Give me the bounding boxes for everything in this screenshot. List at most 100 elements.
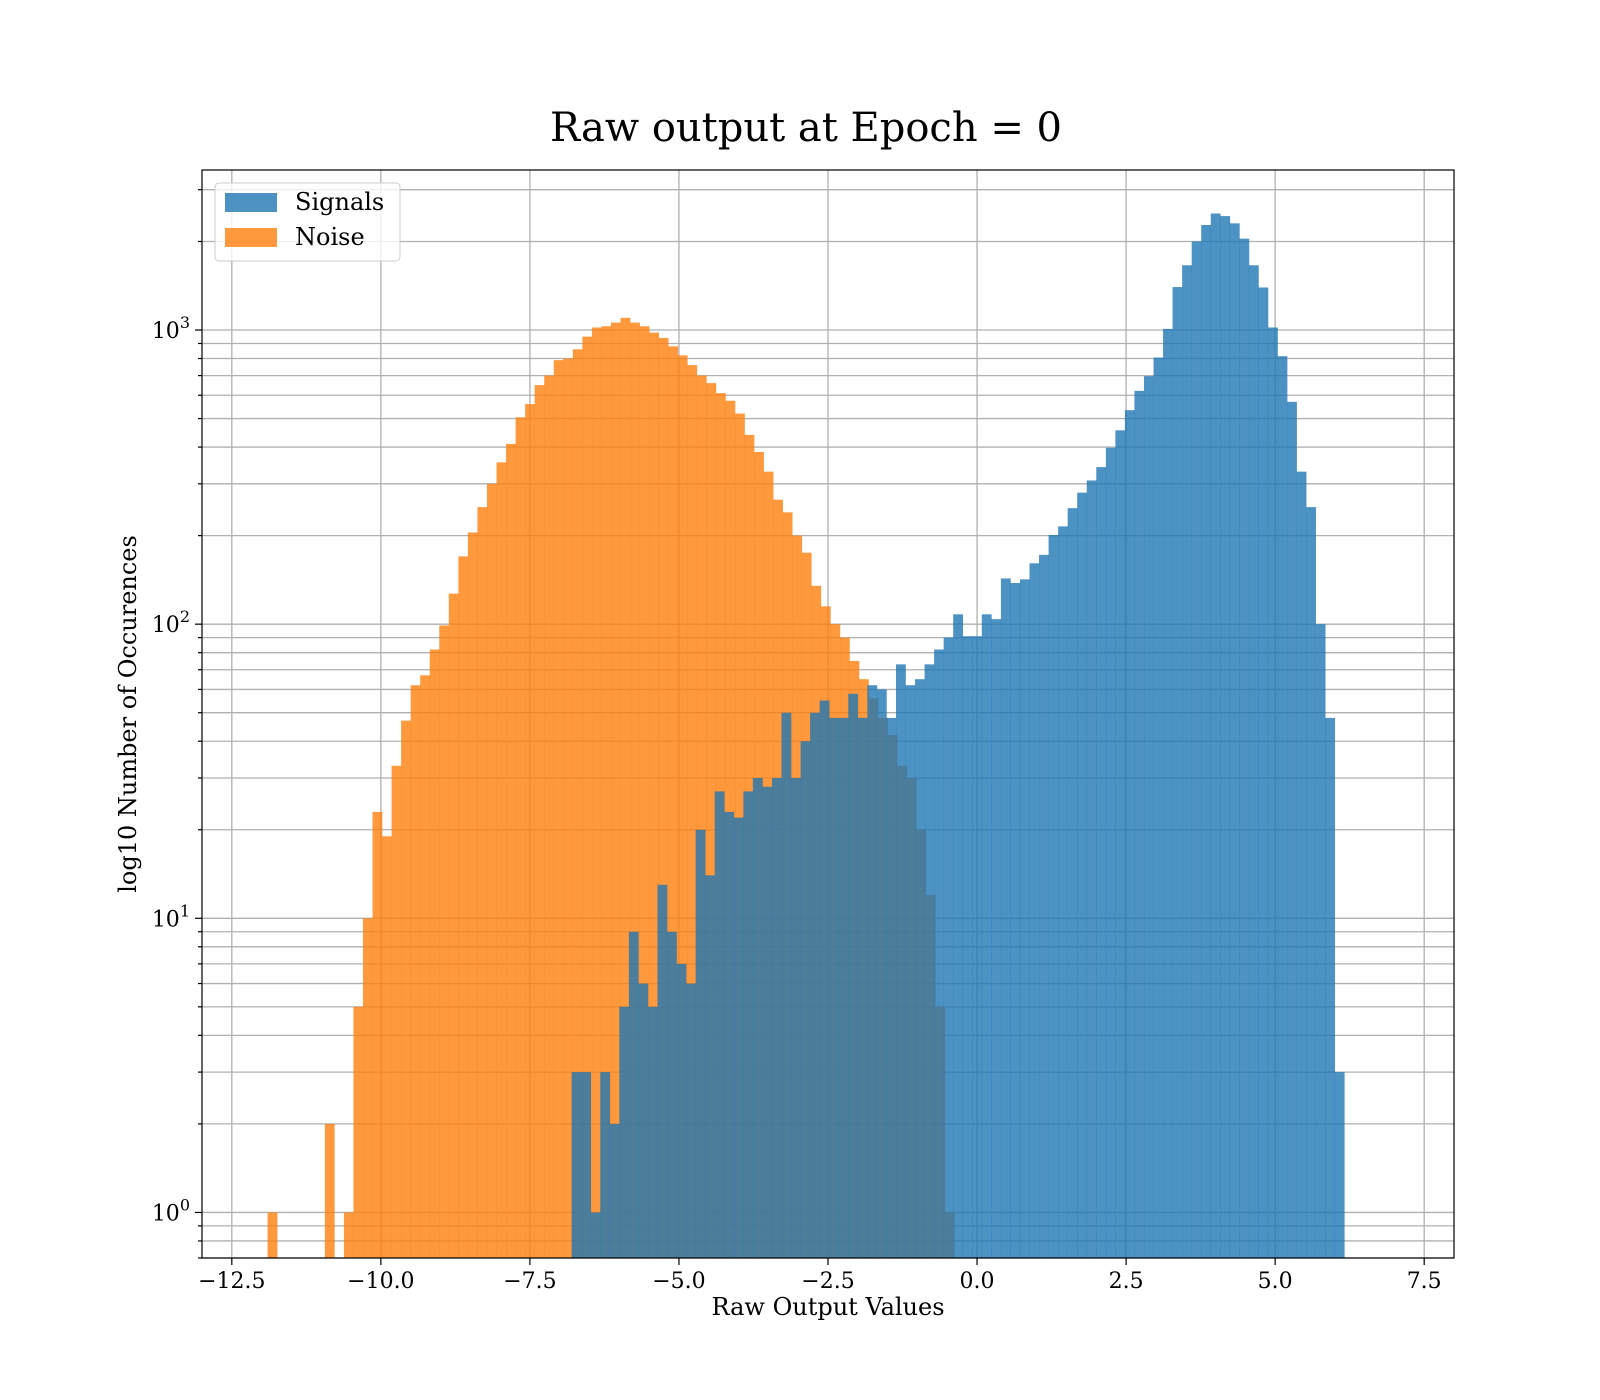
bar-signals [981, 614, 992, 1258]
bar-signals [571, 1072, 582, 1258]
bar-signals [714, 791, 725, 1258]
bar-noise [544, 375, 555, 1259]
bar-signals [1172, 287, 1183, 1258]
bar-noise [591, 327, 602, 1258]
bar-signals [581, 1072, 592, 1258]
bar-noise [639, 326, 650, 1259]
bar-noise [658, 337, 669, 1258]
bar-signals [876, 689, 887, 1258]
bar-noise [687, 365, 698, 1258]
legend-label-noise: Noise [295, 223, 365, 251]
bar-signals [857, 717, 868, 1258]
bar-noise [553, 360, 564, 1259]
bar-noise [467, 532, 478, 1258]
bar-signals [1306, 507, 1316, 1258]
bar-signals [695, 829, 706, 1258]
bar-signals [953, 614, 964, 1258]
bar-signals [1191, 241, 1202, 1259]
bar-noise [610, 322, 621, 1258]
legend: Signals Noise [214, 182, 401, 262]
x-tick-label: −10.0 [347, 1269, 414, 1294]
bar-signals [1039, 554, 1049, 1258]
bar-noise [343, 1212, 354, 1258]
bar-signals [848, 693, 859, 1258]
bar-signals [1067, 508, 1078, 1258]
bar-noise [391, 765, 402, 1258]
bar-noise [525, 404, 535, 1258]
bar-signals [1019, 579, 1030, 1258]
bar-noise [353, 1006, 364, 1258]
bar-signals [1296, 471, 1307, 1258]
y-tick-label: 100 [152, 1195, 190, 1226]
bar-signals [1143, 376, 1154, 1258]
bar-noise [620, 317, 631, 1259]
bar-signals [647, 1006, 658, 1258]
bar-signals [1229, 223, 1240, 1258]
bar-signals [733, 817, 744, 1258]
y-axis-label: log10 Number of Occurences [114, 535, 142, 893]
bar-signals [1153, 357, 1164, 1258]
bar-signals [915, 679, 925, 1258]
bar-signals [771, 777, 782, 1258]
legend-swatch-noise [225, 228, 277, 247]
bar-signals [1315, 624, 1326, 1258]
bar-signals [628, 931, 639, 1258]
bar-noise [582, 336, 593, 1258]
bar-signals [752, 777, 763, 1258]
bar-signals [686, 983, 696, 1258]
bar-signals [1239, 238, 1250, 1258]
axis-ticks: −12.5 −10.0 −7.5 −5.0 −2.5 0.0 2.5 5.0 7.5 100 101… [152, 189, 1442, 1294]
bar-signals [609, 1123, 620, 1258]
bar-signals [781, 712, 792, 1258]
bar-noise [677, 355, 688, 1259]
bar-signals [1029, 563, 1040, 1258]
y-tick-label: 102 [152, 607, 190, 638]
bar-noise [324, 1123, 335, 1258]
bar-signals [962, 636, 973, 1258]
bar-signals [1182, 265, 1192, 1258]
bar-noise [486, 483, 497, 1258]
x-tick-label: −2.5 [801, 1269, 854, 1294]
bar-signals [705, 875, 716, 1258]
bar-signals [829, 717, 840, 1258]
bar-signals [590, 1212, 601, 1258]
bar-signals [657, 884, 668, 1258]
bar-signals [886, 717, 897, 1258]
bar-noise [477, 507, 488, 1258]
bar-noise [429, 649, 440, 1258]
bar-signals [667, 931, 677, 1258]
bar-signals [991, 619, 1002, 1258]
series-signals [571, 213, 1345, 1259]
bar-signals [1058, 526, 1068, 1258]
legend-swatch-signals [225, 193, 277, 212]
bar-signals [1325, 717, 1336, 1258]
bar-noise [696, 375, 707, 1259]
bar-noise [362, 918, 373, 1258]
x-tick-label: −5.0 [652, 1269, 705, 1294]
bar-signals [1277, 356, 1288, 1258]
bar-noise [267, 1212, 278, 1258]
bar-noise [563, 358, 574, 1258]
bar-signals [1134, 390, 1145, 1258]
bar-noise [439, 625, 450, 1258]
legend-label-signals: Signals [295, 188, 384, 216]
bar-signals [1248, 265, 1259, 1258]
bar-signals [1096, 467, 1107, 1259]
bar-signals [895, 664, 906, 1258]
bar-signals [724, 811, 735, 1258]
bar-signals [838, 717, 849, 1258]
histogram-bars [267, 213, 1345, 1259]
bar-signals [600, 1072, 611, 1258]
bar-signals [943, 637, 954, 1258]
bar-signals [1010, 583, 1021, 1258]
bar-signals [1124, 410, 1135, 1258]
y-tick-label: 103 [152, 313, 190, 344]
bar-noise [572, 349, 583, 1258]
y-tick-label: 101 [152, 901, 190, 932]
x-tick-label: 7.5 [1407, 1269, 1442, 1294]
bar-noise [382, 836, 392, 1258]
bar-noise [515, 417, 526, 1259]
bar-noise [448, 593, 459, 1258]
bar-signals [1267, 327, 1278, 1258]
